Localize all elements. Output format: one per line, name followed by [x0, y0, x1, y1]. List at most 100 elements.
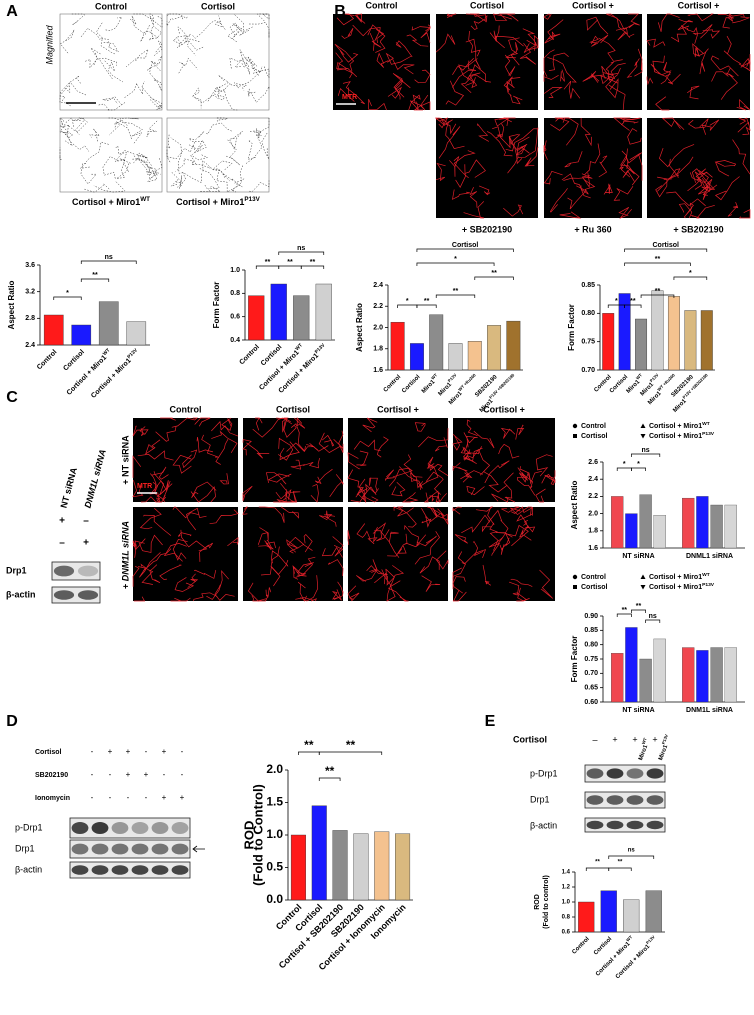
mitochondria: [392, 454, 413, 478]
bar: [724, 647, 737, 703]
mitochondria: [567, 185, 587, 210]
mitochondria: [518, 127, 539, 158]
mitochondria: [270, 546, 281, 587]
bar: [653, 515, 666, 549]
mitochondria: [543, 140, 548, 160]
mitochondria: [290, 423, 306, 452]
mitochondria: [627, 128, 642, 145]
legend-marker: [572, 574, 578, 580]
mitochondria: [95, 22, 115, 55]
blot-band: [171, 865, 189, 875]
mitochondria: [470, 13, 487, 23]
mitochondria: [736, 98, 751, 111]
mitochondria: [488, 537, 504, 556]
row-label: Ionomycin: [35, 795, 70, 802]
blot-band: [131, 865, 149, 875]
mitochondria: [199, 542, 213, 562]
y-tick-label: 2.8: [25, 315, 35, 322]
mitochondria: [687, 171, 713, 192]
mitochondria: [692, 24, 713, 39]
mitochondria: [425, 471, 444, 494]
mitochondria: [591, 34, 609, 47]
mitochondria: [156, 480, 169, 501]
y-tick-label: 3.6: [25, 262, 35, 269]
mitochondria: [93, 181, 126, 193]
label-superscript: WT: [702, 421, 710, 427]
mitochondria: [368, 98, 387, 111]
mitochondria: [132, 538, 146, 551]
mitochondria: [452, 189, 470, 200]
sign: -: [127, 793, 130, 802]
mitochondria: [409, 100, 423, 111]
significance-bracket: [300, 265, 325, 269]
micrograph: [166, 13, 270, 111]
panel-label: B: [334, 3, 346, 20]
mitochondria: [660, 61, 671, 85]
mitochondria: [677, 18, 694, 31]
mitochondria: [678, 203, 693, 219]
mitochondria: [232, 23, 253, 39]
micrograph: [133, 507, 238, 601]
y-tick-label: 0.75: [581, 339, 595, 346]
mitochondria: [342, 81, 365, 105]
mitochondria: [613, 186, 634, 201]
mitochondria: [172, 506, 199, 519]
significance-bracket: [318, 751, 383, 755]
bar: [700, 310, 713, 371]
mitochondria: [247, 88, 256, 97]
mitochondria: [336, 62, 353, 79]
significance-label: *: [66, 290, 69, 297]
mitochondria: [247, 140, 256, 160]
mitochondria: [350, 483, 379, 503]
mitochondria: [132, 565, 140, 587]
blot-band: [646, 768, 664, 779]
mitochondria: [657, 158, 680, 180]
mitochondria: [519, 42, 536, 65]
label-superscript: P13V: [126, 347, 139, 360]
panel-label: D: [6, 713, 18, 730]
legend-label: Control: [581, 423, 606, 430]
mitochondria: [429, 493, 447, 503]
mitochondria: [477, 123, 489, 142]
mitochondria: [404, 524, 427, 546]
blot-band: [151, 843, 169, 855]
mitochondria: [393, 506, 414, 517]
mitochondria: [543, 170, 563, 185]
mitochondria: [356, 450, 369, 466]
bar: [724, 504, 737, 549]
mitochondria: [419, 467, 439, 490]
label: Cortisol: [201, 1, 235, 11]
mitochondria: [227, 22, 239, 43]
mitochondria: [508, 581, 527, 600]
mitochondria: [80, 27, 109, 40]
mitochondria: [216, 167, 238, 193]
blot-band: [131, 822, 149, 834]
y-tick-label: 1.6: [588, 545, 598, 552]
mitochondria: [257, 594, 269, 602]
mitochondria: [396, 506, 417, 528]
significance-label: **: [453, 288, 459, 295]
legend-marker: [640, 574, 646, 579]
bar: [710, 504, 723, 549]
mitochondria: [523, 519, 536, 533]
mitochondria: [230, 67, 261, 87]
mitochondria: [618, 206, 632, 219]
sign: -: [163, 770, 166, 779]
mitochondria: [376, 52, 389, 68]
mitochondria: [452, 462, 468, 472]
micrograph: [544, 118, 642, 218]
mitochondria: [547, 57, 577, 83]
significance-label: **: [304, 738, 314, 752]
mitochondria: [445, 121, 465, 150]
mitochondria: [622, 168, 640, 186]
x-tick-label: Control: [238, 344, 261, 367]
blot-band: [71, 865, 89, 875]
mitochondria: [177, 532, 192, 537]
mitochondria: [613, 117, 631, 131]
sign: +: [126, 770, 131, 779]
mitochondria: [310, 483, 319, 503]
bar: [248, 295, 265, 341]
group-label: DNM1L siRNA: [686, 707, 733, 714]
mitochondria: [138, 159, 156, 170]
legend-label: Control: [581, 574, 606, 581]
